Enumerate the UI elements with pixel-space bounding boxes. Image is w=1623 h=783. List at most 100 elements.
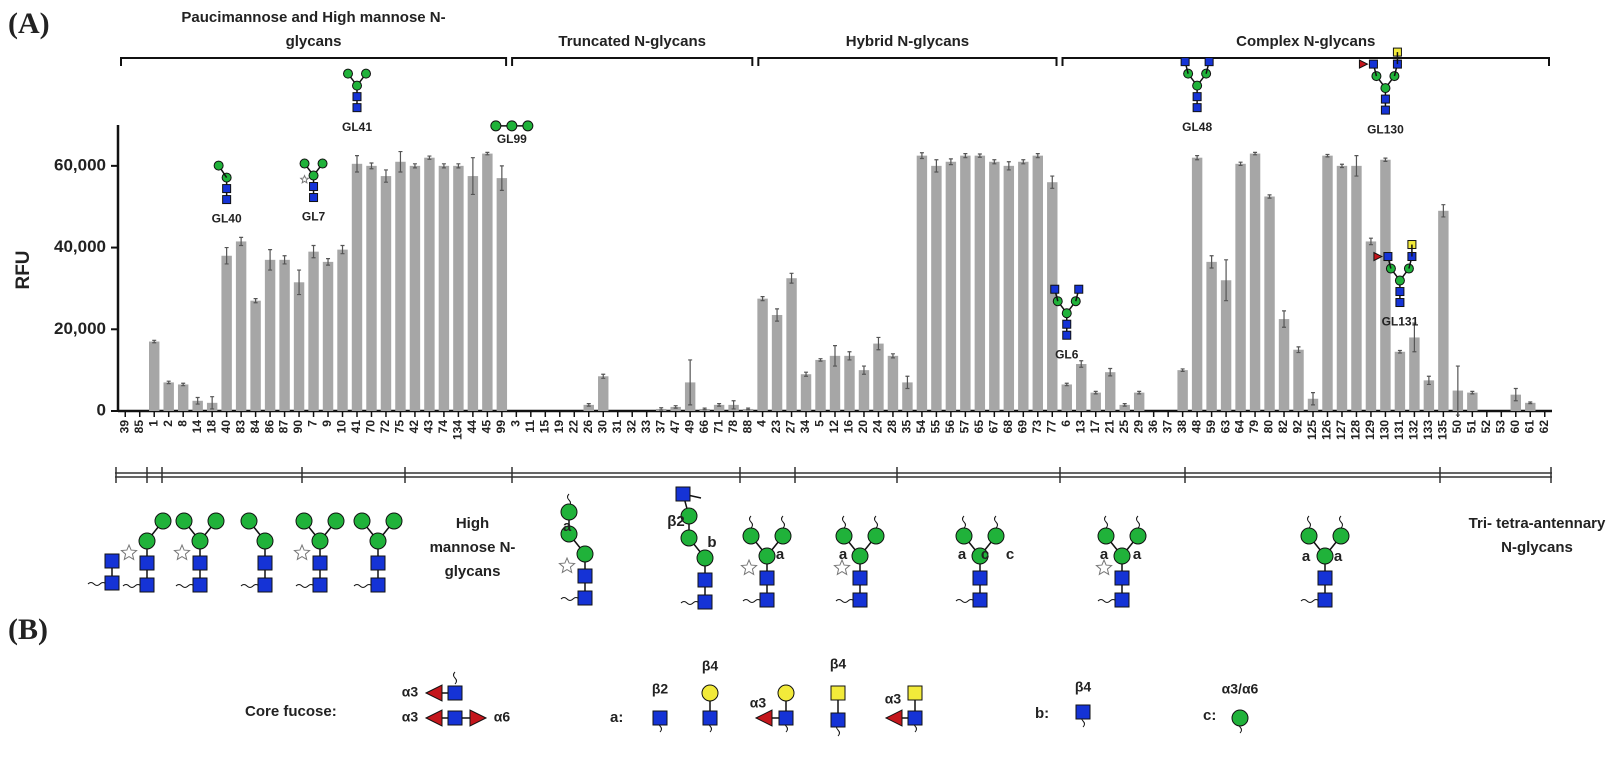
- x-tick-label: 56: [943, 420, 957, 434]
- x-tick-label: 126: [1320, 420, 1334, 440]
- glcnac: [1180, 57, 1190, 67]
- bar: [771, 314, 783, 411]
- error-bar: [1209, 255, 1214, 269]
- group-label: Complex N-glycans: [1236, 33, 1376, 50]
- x-tick-label: 99: [494, 420, 508, 434]
- bar: [757, 298, 768, 411]
- error-bar: [804, 371, 809, 377]
- bar: [177, 384, 189, 411]
- error-bar: [760, 296, 765, 302]
- mannose: [680, 529, 698, 547]
- fucose: [1358, 59, 1369, 69]
- annotation: GL130: [1367, 122, 1404, 136]
- glcnac: [1062, 330, 1072, 340]
- x-tick-label: 37: [653, 420, 667, 434]
- group-bracket: [511, 57, 754, 66]
- mannose: [522, 120, 534, 132]
- glcnac: [675, 486, 691, 502]
- annotation: GL40: [212, 212, 242, 226]
- linkage-label: α3/α6: [1222, 681, 1259, 697]
- bar: [1438, 210, 1449, 411]
- glcnac: [652, 710, 668, 726]
- linkage-label: β4: [1075, 679, 1092, 695]
- x-tick-label: 129: [1363, 420, 1377, 440]
- group-label: Truncated N-glycans: [558, 33, 706, 50]
- xylose: [299, 174, 310, 184]
- x-tick-label: 51: [1465, 420, 1479, 434]
- x-tick-label: 79: [1247, 420, 1261, 434]
- error-bar: [919, 152, 924, 160]
- bar: [395, 161, 406, 411]
- glcnac: [577, 568, 593, 584]
- error-bar: [659, 407, 664, 411]
- error-bar: [1311, 392, 1315, 406]
- reducing-end: [1136, 515, 1140, 529]
- error-bar: [1122, 403, 1127, 407]
- bar: [337, 249, 348, 411]
- bar: [1206, 261, 1217, 411]
- x-tick-label: 86: [262, 420, 276, 434]
- bar: [163, 382, 174, 411]
- glcnac: [830, 685, 846, 701]
- mannose: [851, 547, 869, 565]
- glcnac: [222, 184, 232, 194]
- reducing-end: [560, 597, 580, 601]
- error-bar: [905, 375, 910, 390]
- glcnac: [1062, 319, 1072, 329]
- bar: [960, 155, 971, 411]
- x-tick-label: 61: [1522, 420, 1536, 434]
- error-bar: [1325, 153, 1330, 158]
- glcnac: [1383, 252, 1393, 262]
- glcnac: [192, 555, 208, 571]
- x-tick-label: 88: [740, 420, 754, 434]
- linkage-label: a: [958, 546, 967, 563]
- error-bar: [1455, 365, 1460, 416]
- linkage-label: α3: [750, 695, 767, 711]
- bar: [1351, 165, 1362, 411]
- x-tick-label: 10: [335, 420, 349, 434]
- x-tick-label: 32: [624, 420, 638, 434]
- bar: [1047, 182, 1058, 411]
- error-bar: [340, 244, 345, 255]
- legend-title: Core fucose:: [245, 703, 337, 720]
- x-tick-label: 60: [1508, 420, 1522, 434]
- separator: [115, 467, 1552, 483]
- mannose: [191, 532, 209, 550]
- x-tick-label: 5: [813, 420, 827, 427]
- x-tick-label: 44: [465, 420, 479, 434]
- reducing-end: [680, 601, 700, 605]
- error-bar: [847, 351, 852, 361]
- bar: [438, 165, 450, 411]
- bar: [887, 355, 899, 411]
- glcnac: [907, 685, 923, 701]
- reducing-end: [742, 599, 762, 603]
- mannose: [213, 160, 224, 171]
- mannose: [696, 549, 714, 567]
- fucose: [884, 709, 903, 727]
- x-tick-label: 36: [1146, 420, 1160, 434]
- error-bar: [861, 365, 866, 375]
- bar: [1293, 349, 1304, 411]
- x-tick-label: 49: [682, 420, 696, 434]
- error-bar: [195, 396, 200, 405]
- linkage-label: β2: [652, 681, 669, 697]
- x-tick-label: 133: [1421, 420, 1435, 440]
- x-tick-label: 1: [146, 420, 160, 427]
- x-tick-label: 68: [1001, 420, 1015, 434]
- linkage-label: a: [1100, 546, 1109, 563]
- y-tick-label: 60,000: [54, 155, 106, 174]
- x-tick-label: 43: [422, 420, 436, 434]
- error-bar: [586, 403, 591, 407]
- x-tick-label: 78: [726, 420, 740, 434]
- bar: [670, 406, 681, 411]
- y-tick-label: 0: [97, 400, 106, 419]
- x-tick-label: 125: [1305, 420, 1319, 440]
- bar: [844, 355, 855, 411]
- fucose: [754, 709, 773, 727]
- error-bar: [731, 400, 736, 410]
- x-tick-label: 17: [1088, 420, 1102, 434]
- glcnac: [759, 570, 775, 586]
- error-bar: [253, 298, 258, 304]
- mannose: [1061, 308, 1072, 319]
